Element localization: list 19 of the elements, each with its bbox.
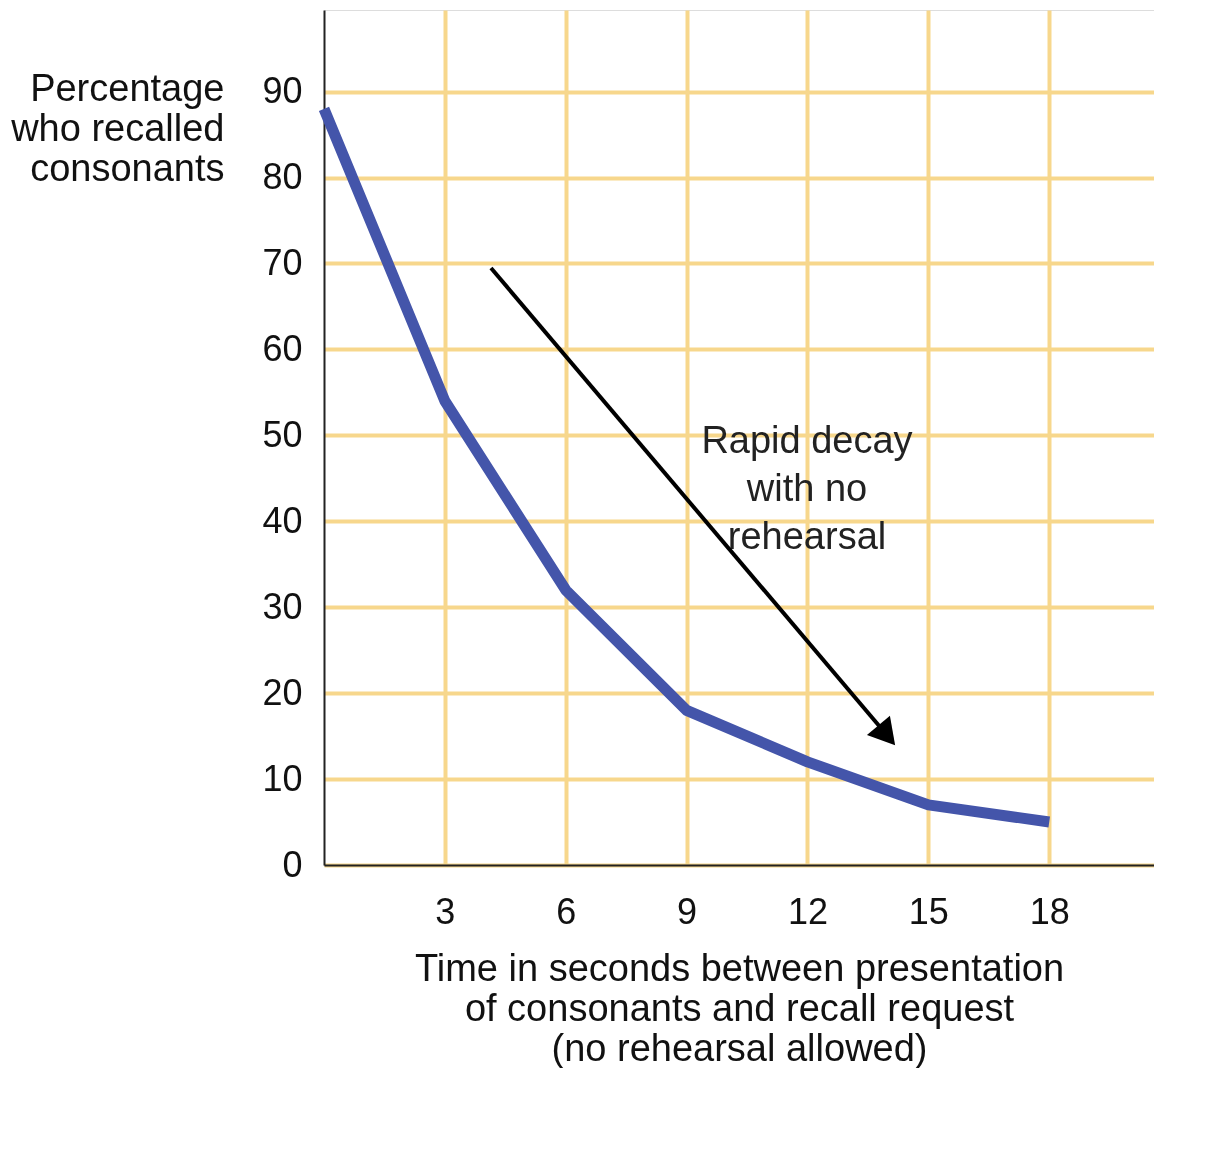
x-tick-label: 3 xyxy=(435,890,456,932)
y-tick-label: 10 xyxy=(262,757,303,799)
y-tick-label: 20 xyxy=(262,671,303,713)
y-tick-label: 30 xyxy=(262,585,303,627)
x-axis-title: Time in seconds between presentation of consonants and recall request (no rehearsal allowed) xyxy=(414,946,1065,1069)
y-axis-title: Percentage who recalled consonants xyxy=(10,66,225,189)
annotation: Rapid decay with no rehearsal xyxy=(701,419,913,557)
x-tick-label: 6 xyxy=(556,890,577,932)
x-tick-label: 9 xyxy=(677,890,698,932)
y-tick-label: 50 xyxy=(262,413,303,455)
y-tick-label: 60 xyxy=(262,327,303,369)
y-tick-label: 90 xyxy=(262,70,303,112)
x-tick-label: 18 xyxy=(1029,890,1070,932)
y-tick-label: 70 xyxy=(262,241,303,283)
y-tick-label: 0 xyxy=(282,843,303,885)
y-tick-label: 80 xyxy=(262,156,303,198)
x-tick-label: 15 xyxy=(908,890,949,932)
y-tick-label: 40 xyxy=(262,499,303,541)
x-tick-label: 12 xyxy=(787,890,829,932)
